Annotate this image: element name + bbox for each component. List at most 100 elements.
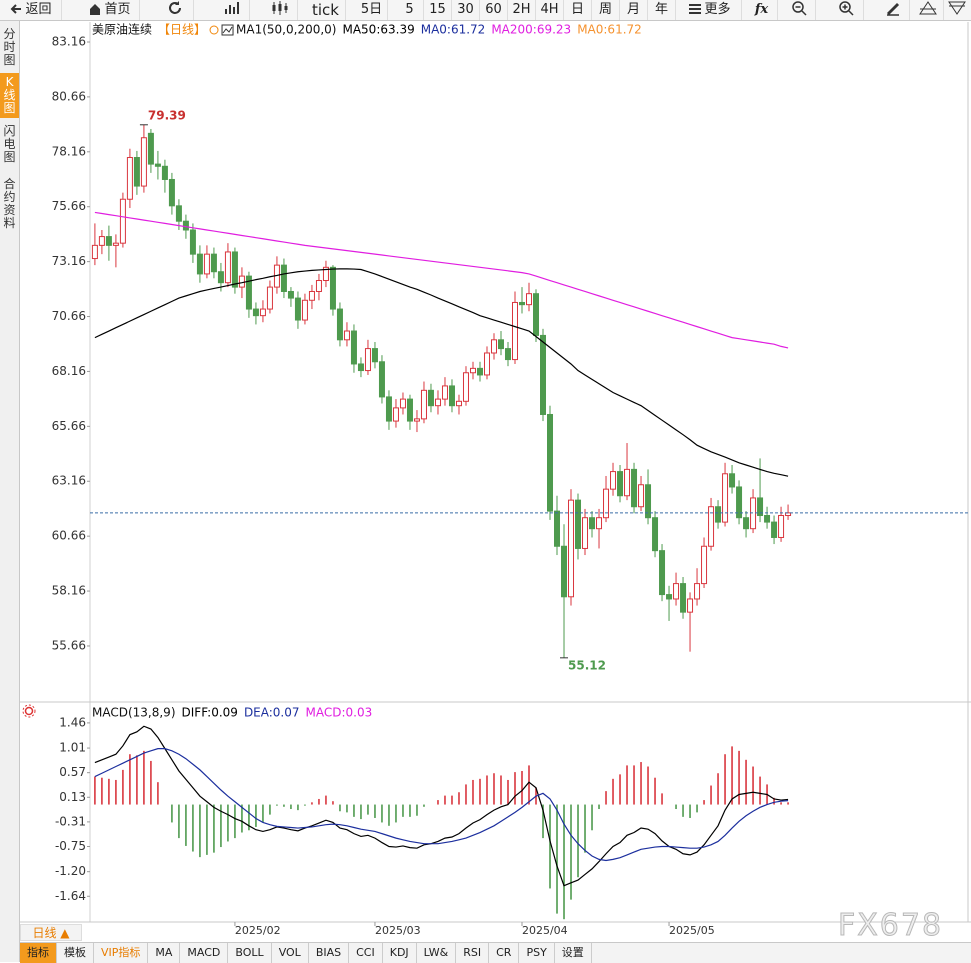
tab[interactable]: BOLL [228, 943, 272, 963]
tick-button[interactable]: tick [306, 0, 346, 20]
tab[interactable]: MACD [180, 943, 229, 963]
tab[interactable]: 模板 [57, 943, 94, 963]
candle-body [231, 251, 238, 288]
candle-button[interactable] [264, 0, 298, 20]
macd-line [94, 748, 789, 862]
macd-line [94, 725, 789, 887]
refresh-button[interactable] [158, 0, 194, 20]
side-tab[interactable]: 闪电图 [3, 124, 16, 164]
tab[interactable]: LW& [417, 943, 457, 963]
candle-body [203, 253, 210, 275]
tab[interactable]: RSI [456, 943, 490, 963]
bar-chart-button[interactable] [216, 0, 250, 20]
candle-body [582, 517, 589, 549]
y-tick-label: 0.13 [59, 790, 86, 804]
side-tab-active[interactable]: K线图 [0, 73, 19, 118]
candle-body [729, 473, 736, 488]
candle-body [294, 297, 301, 321]
candle-body [771, 521, 778, 538]
period-button[interactable]: 日 [564, 0, 592, 20]
tab[interactable]: VOL [272, 943, 309, 963]
candle-body [610, 471, 617, 490]
candle-body [266, 286, 273, 310]
draw-button[interactable] [878, 0, 910, 20]
candle-body [413, 418, 420, 422]
period-button[interactable]: 周 [592, 0, 620, 20]
legend-entry: MA50:63.39 [342, 23, 414, 37]
candle-body [533, 293, 540, 336]
candle-body [168, 178, 175, 207]
y-tick-label: -1.20 [55, 864, 86, 878]
more-button[interactable]: 更多 [678, 0, 742, 20]
candle-body [736, 486, 743, 519]
candle-body [603, 488, 610, 519]
side-tab[interactable]: 分时图 [3, 27, 16, 67]
tab[interactable]: BIAS [309, 943, 350, 963]
period-button[interactable]: 月 [620, 0, 648, 20]
y-tick-label: 60.66 [52, 529, 86, 543]
candle-body [638, 484, 645, 508]
legend-entry: MA0:61.72 [421, 23, 486, 37]
zoom-in-button[interactable] [830, 0, 864, 20]
period-button[interactable]: 30 [452, 0, 480, 20]
x-tick-label: 2025/04 [522, 924, 568, 937]
period-button[interactable]: 60 [480, 0, 508, 20]
candle-body [575, 499, 582, 549]
period-button[interactable]: 4H [536, 0, 564, 20]
tab[interactable]: PSY [519, 943, 555, 963]
side-tab[interactable]: 合约资料 [3, 177, 16, 230]
legend-icon [222, 26, 233, 34]
candle-body [224, 251, 231, 284]
candle-body [448, 385, 455, 407]
zoom-out-button[interactable] [784, 0, 816, 20]
period-button[interactable]: 年 [648, 0, 676, 20]
period-button[interactable]: 2H [508, 0, 536, 20]
formula-button[interactable]: fx [746, 0, 778, 20]
y-tick-label: 1.01 [59, 741, 86, 755]
candle-body [673, 583, 680, 600]
tab-active[interactable]: 指标 [20, 943, 57, 963]
tab[interactable]: MA [148, 943, 181, 963]
candle-body [624, 468, 631, 497]
tab[interactable]: CCI [349, 943, 383, 963]
x-tick-label: 2025/02 [235, 924, 281, 937]
legend-entry: MA200:69.23 [491, 23, 571, 37]
y-tick-label: 68.16 [52, 364, 86, 378]
candle-body [98, 236, 105, 246]
period-button[interactable]: 5 [396, 0, 424, 20]
y-tick-label: 65.66 [52, 419, 86, 433]
candle-body [392, 407, 399, 422]
shape-button[interactable] [914, 0, 944, 20]
candle-body [645, 484, 652, 519]
candle-body [147, 132, 154, 165]
candle-body [483, 352, 490, 376]
tab[interactable]: VIP指标 [94, 943, 149, 963]
tab[interactable]: CR [489, 943, 520, 963]
candle-body [469, 367, 476, 374]
candle-body [526, 293, 532, 306]
back-button[interactable]: 返回 [0, 0, 62, 20]
period-button[interactable]: 5日 [356, 0, 388, 20]
candle-body [315, 280, 322, 292]
candle-body [105, 236, 112, 246]
y-tick-label: 73.16 [52, 254, 86, 268]
candle-body [518, 301, 525, 306]
candle-body [119, 198, 126, 244]
candle-body [91, 244, 98, 260]
x-tick-label: 2025/05 [669, 924, 715, 937]
candle-body [561, 545, 568, 598]
home-button[interactable]: 首页 [80, 0, 140, 20]
candle-body [322, 266, 329, 282]
y-tick-label: 58.16 [52, 584, 86, 598]
candle-body [161, 165, 168, 180]
tab[interactable]: KDJ [383, 943, 417, 963]
candle-body [420, 389, 427, 420]
legend-icon [209, 25, 219, 35]
shape-button[interactable] [944, 0, 971, 20]
candle-body [182, 220, 189, 231]
period-button[interactable]: 日线 ▲ [20, 924, 82, 941]
settings-icon[interactable] [22, 704, 36, 718]
period-button[interactable]: 15 [424, 0, 452, 20]
tab[interactable]: 设置 [555, 943, 592, 963]
y-tick-label: -1.64 [55, 889, 86, 903]
